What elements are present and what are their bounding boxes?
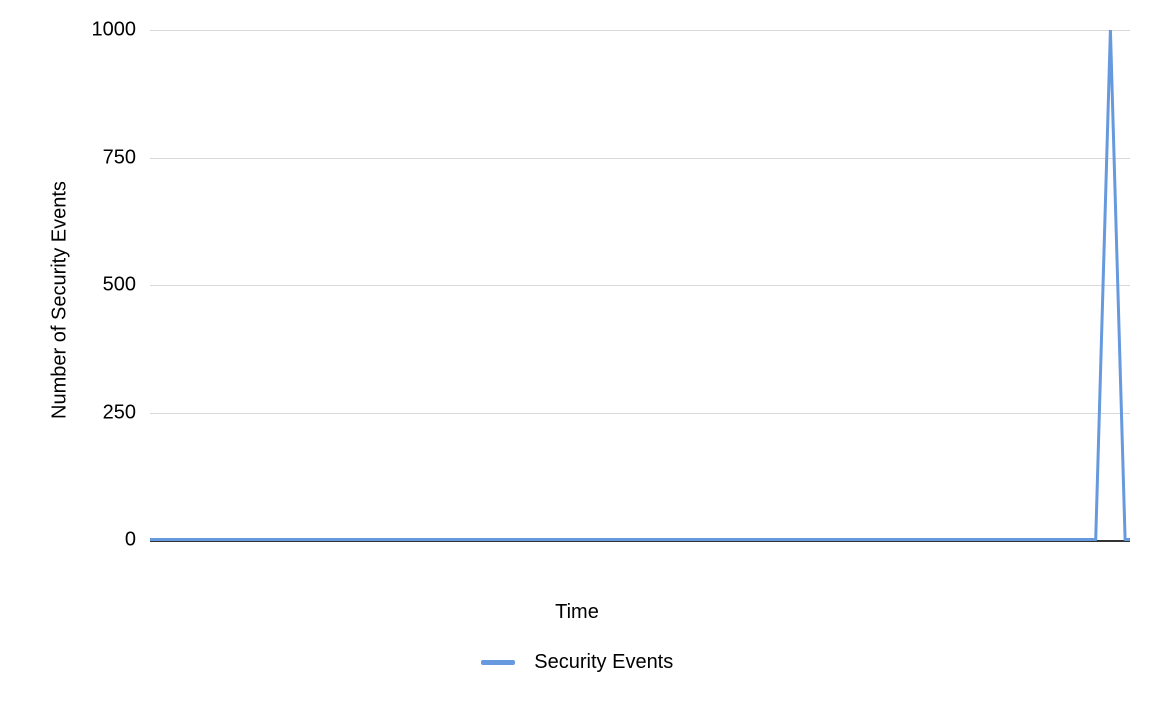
y-tick-label: 0 <box>56 529 136 552</box>
legend-swatch <box>481 660 515 665</box>
y-tick-label: 750 <box>56 146 136 169</box>
series-line <box>150 30 1130 539</box>
x-axis-title: Time <box>0 601 1154 624</box>
line-layer <box>150 30 1130 542</box>
y-tick-label: 500 <box>56 274 136 297</box>
chart-legend: Security Events <box>0 651 1154 674</box>
security-events-chart: Number of Security Events 02505007501000… <box>0 0 1154 714</box>
y-tick-label: 250 <box>56 401 136 424</box>
legend-label: Security Events <box>534 651 673 673</box>
plot-area: 02505007501000 <box>150 30 1130 540</box>
y-tick-label: 1000 <box>56 19 136 42</box>
y-axis-title: Number of Security Events <box>49 181 72 419</box>
